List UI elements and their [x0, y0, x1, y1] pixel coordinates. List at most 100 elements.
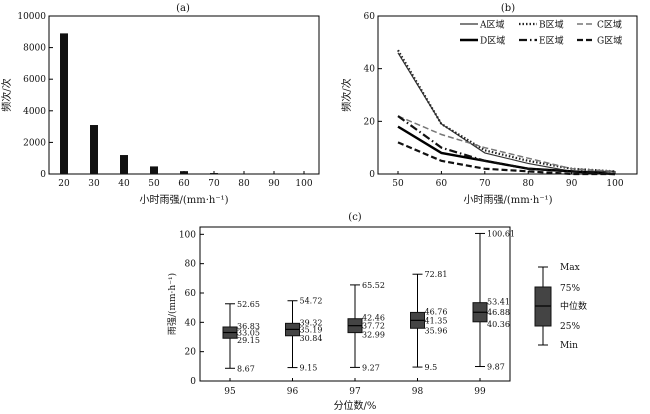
b-xtick-label: 80	[522, 179, 534, 189]
panel-b-frame	[377, 15, 638, 175]
b-legend-label: C区域	[597, 19, 622, 31]
a-bar	[120, 155, 128, 174]
a-xtick-label: 100	[295, 179, 312, 189]
panel-a: (a) 0 2000 4000 6000 8000 10000 20 30 40 50 60 70 8…	[0, 3, 320, 206]
b-series-line	[397, 115, 616, 176]
panel-c-xlabel: 分位数/%	[334, 399, 377, 412]
c-label-median: 46.88	[487, 308, 510, 317]
a-bar	[300, 173, 308, 175]
c-label-q3: 39.32	[300, 318, 323, 327]
a-bar	[240, 173, 248, 175]
c-label-median: 37.72	[362, 322, 385, 331]
c-label-q1: 30.84	[300, 334, 323, 343]
c-xtick-label: 99	[474, 387, 486, 397]
a-bar	[150, 166, 158, 174]
c-label-max: 72.81	[425, 270, 448, 279]
b-legend-label: B区域	[539, 19, 564, 31]
panel-c: (c) 0 20 40 60 80 100 95 96 97 98 99 52.65 8.67 36.…	[167, 212, 587, 412]
c-ytick-label: 100	[179, 230, 196, 240]
a-ytick-label: 0	[40, 170, 46, 180]
a-xtick-label: 20	[58, 179, 70, 189]
c-label-q3: 53.41	[487, 298, 510, 307]
c-ytick-label: 40	[185, 318, 197, 328]
b-series-line	[397, 115, 616, 173]
a-xtick-label: 70	[208, 179, 220, 189]
panel-c-title: (c)	[348, 212, 362, 223]
c-label-median: 33.05	[237, 329, 260, 338]
b-series-line	[397, 49, 616, 173]
c-legend-min: Min	[560, 341, 578, 351]
a-bar	[60, 33, 68, 174]
panel-a-xlabel: 小时雨强/(mm·h⁻¹)	[139, 194, 228, 206]
panel-b-title: (b)	[501, 3, 515, 14]
c-label-min: 8.67	[237, 364, 255, 373]
b-ytick-label: 40	[364, 65, 376, 75]
c-label-max: 65.52	[362, 281, 385, 290]
b-xtick-label: 100	[606, 179, 623, 189]
b-ytick-label: 0	[369, 170, 375, 180]
a-bar	[270, 173, 278, 175]
c-xtick-label: 96	[287, 387, 299, 397]
c-label-q1: 35.96	[425, 326, 448, 335]
c-label-max: 52.65	[237, 300, 260, 309]
panel-a-ylabel: 频次/次	[0, 78, 13, 111]
b-legend-label: E区域	[539, 35, 564, 47]
c-xtick-label: 95	[224, 387, 236, 397]
c-label-min: 9.27	[362, 363, 380, 372]
b-ytick-label: 20	[364, 117, 376, 127]
c-label-median: 35.19	[300, 325, 323, 334]
b-xtick-label: 70	[479, 179, 491, 189]
c-ytick-label: 60	[185, 289, 197, 299]
panel-b: (b) 0 20 40 60 50 60 70 80 90 100 A区域 B区域 C区域 D区域 E区…	[340, 3, 638, 206]
b-series-line	[397, 52, 615, 172]
b-xtick-label: 60	[436, 179, 448, 189]
c-label-min: 9.87	[487, 363, 505, 372]
a-ytick-label: 10000	[17, 12, 46, 22]
panel-a-frame	[48, 15, 320, 175]
a-ytick-label: 6000	[23, 75, 46, 85]
a-xtick-label: 50	[148, 179, 160, 189]
a-ytick-label: 8000	[23, 44, 46, 54]
c-label-min: 9.5	[425, 363, 438, 372]
c-label-max: 54.72	[300, 297, 323, 306]
panel-c-ylabel: 雨强/(mm·h⁻¹)	[167, 273, 178, 335]
b-series-line	[397, 141, 615, 176]
b-legend-label: A区域	[479, 19, 505, 31]
a-xtick-label: 80	[238, 179, 250, 189]
c-label-median: 41.35	[425, 316, 448, 325]
b-xtick-label: 90	[566, 179, 578, 189]
b-legend-label: D区域	[480, 35, 505, 47]
b-ytick-label: 60	[364, 12, 376, 22]
panel-a-title: (a)	[176, 3, 190, 14]
c-label-max: 100.61	[487, 229, 515, 238]
panel-b-xlabel: 小时雨强/(mm·h⁻¹)	[463, 194, 552, 206]
a-bar	[180, 171, 188, 174]
c-label-q1: 40.36	[487, 320, 510, 329]
c-label-q3: 36.83	[237, 322, 260, 331]
b-legend-label: G区域	[597, 35, 622, 47]
c-label-min: 9.15	[300, 364, 318, 373]
c-ytick-label: 0	[190, 377, 196, 387]
c-legend-q3: 75%	[560, 284, 580, 294]
panel-b-legend: A区域 B区域 C区域 D区域 E区域 G区域	[460, 19, 622, 47]
a-xtick-label: 30	[88, 179, 100, 189]
b-series-line	[397, 125, 616, 176]
c-label-q1: 29.15	[237, 336, 260, 345]
c-label-q3: 42.46	[362, 314, 385, 323]
panel-b-ylabel: 频次/次	[340, 78, 353, 111]
c-label-q3: 46.76	[425, 307, 448, 316]
panel-c-legend: Max 75% 中位数 25% Min	[534, 263, 587, 351]
c-legend-median-label: 中位数	[560, 300, 587, 312]
a-bar	[210, 173, 218, 174]
c-legend-max: Max	[560, 263, 580, 273]
c-ytick-label: 20	[185, 348, 197, 358]
c-xtick-label: 97	[349, 387, 361, 397]
b-xtick-label: 50	[392, 179, 404, 189]
a-xtick-label: 40	[118, 179, 130, 189]
c-ytick-label: 80	[185, 260, 197, 270]
a-bar	[90, 125, 98, 174]
a-ytick-label: 2000	[23, 138, 46, 148]
c-label-q1: 32.99	[362, 331, 385, 340]
a-xtick-label: 60	[178, 179, 190, 189]
